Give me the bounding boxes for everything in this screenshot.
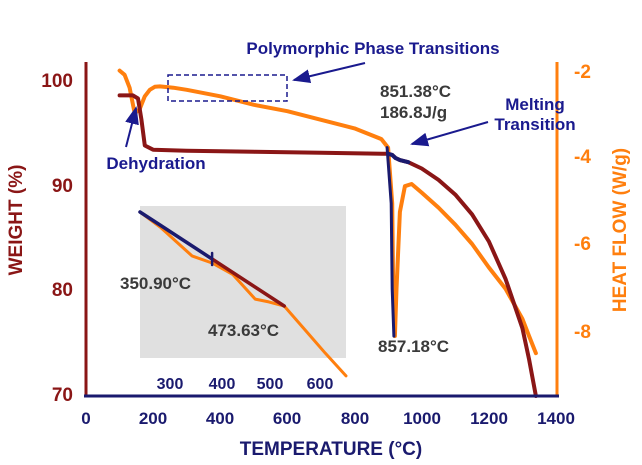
x-axis-title: TEMPERATURE (°C) [240, 439, 422, 460]
inset-weight-line-late [210, 257, 286, 308]
dehydration-arrow [125, 106, 139, 148]
inset-tick-label: 300 [157, 376, 184, 393]
y-right-tick-label: -8 [574, 322, 591, 343]
peak-label: 857.18°C [378, 337, 449, 356]
melting-label-line1: Melting [505, 95, 565, 114]
x-tick-label: 1200 [470, 409, 508, 428]
polymorphic-region-box [167, 74, 288, 102]
melt-temperature-label: 851.38°C [380, 82, 451, 101]
x-tick-label: 400 [206, 409, 234, 428]
series-layer [117, 68, 538, 398]
x-tick-label: 0 [81, 409, 90, 428]
inset-tick-label: 500 [257, 376, 284, 393]
polymorphic-label: Polymorphic Phase Transitions [246, 39, 499, 58]
dehydration-label: Dehydration [106, 154, 205, 173]
inset-heat-flow-line [138, 210, 348, 378]
inset-tick-label: 600 [307, 376, 334, 393]
x-tick-label: 800 [341, 409, 369, 428]
inset-label-473: 473.63°C [208, 321, 279, 340]
y-right-tick-label: -6 [574, 234, 591, 255]
inset-panel [140, 206, 346, 358]
weight-melting-highlight-line [386, 151, 411, 165]
heat-flow-series-line [117, 68, 538, 356]
polymorphic-arrow [292, 62, 366, 84]
inset-weight-line-early [138, 210, 214, 261]
inset-layer [138, 210, 348, 378]
y-left-axis-title: WEIGHT (%) [6, 165, 27, 276]
melting-label-line2: Transition [494, 115, 575, 134]
y-left-tick-label: 80 [52, 280, 73, 301]
x-tick-label: 600 [273, 409, 301, 428]
x-tick-label: 1400 [537, 409, 575, 428]
melting-peak-highlight-line [385, 146, 396, 338]
x-tick-label: 1000 [403, 409, 441, 428]
y-right-tick-label: -2 [574, 62, 591, 83]
y-right-tick-label: -4 [574, 147, 591, 168]
melting-arrow [410, 121, 489, 147]
inset-label-350: 350.90°C [120, 274, 191, 293]
y-right-axis-title: HEAT FLOW (W/g) [610, 148, 631, 312]
y-left-tick-label: 70 [52, 385, 73, 406]
melt-enthalpy-label: 186.8J/g [380, 103, 447, 122]
inset-tick-label: 400 [209, 376, 236, 393]
x-tick-label: 200 [139, 409, 167, 428]
y-left-tick-label: 100 [41, 71, 73, 92]
y-left-tick-label: 90 [52, 176, 73, 197]
